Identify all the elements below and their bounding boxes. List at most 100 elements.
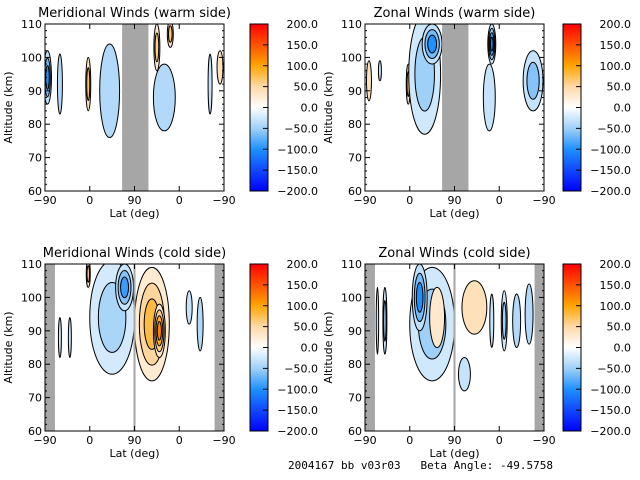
contour-region [216,50,224,85]
colorbar-tick-label: 50.0 [607,321,632,334]
colorbar-tick-label: 150.0 [600,279,632,292]
x-tick-label: 90 [128,434,142,447]
y-tick-label: 110 [341,18,362,31]
contour-region [415,282,424,313]
contour-region [120,276,130,299]
y-tick-label: 110 [341,258,362,271]
contour-region [56,53,63,115]
y-tick-label: 80 [28,118,42,131]
contour-region [377,60,382,82]
colorbar-tick-label: 200.0 [287,258,319,271]
colorbar-tick-label: −50.0 [597,122,631,135]
colorbar-tick-label: 50.0 [607,81,632,94]
x-tick-label: 90 [128,194,142,207]
no-data-band [365,264,375,431]
colorbar-tick-label: −150.0 [590,404,631,417]
colorbar-tick-label: 100.0 [600,300,632,313]
x-tick-label: −90 [353,434,376,447]
contour-region [86,265,90,283]
x-axis-label: Lat (deg) [110,207,160,220]
colorbar-tick-label: −50.0 [284,362,318,375]
contour-region [524,283,534,345]
colorbar-tick-label: 0.0 [614,342,632,355]
contour-region [156,321,162,341]
colorbar-tick-label: 50.0 [294,321,319,334]
y-tick-label: 90 [28,325,42,338]
y-tick-label: 100 [341,291,362,304]
chart-panel: 60 70 80 90 100 110 −90 0 90 0 −90 Zonal Winds (col… [322,246,631,460]
contour-region [489,36,494,52]
contour-region [501,301,507,340]
contour-region [383,299,387,342]
contour-region [512,293,522,348]
x-tick-label: −90 [33,194,56,207]
colorbar-tick-label: 100.0 [600,60,632,73]
contour-region [489,293,495,348]
y-tick-label: 90 [348,85,362,98]
y-tick-label: 80 [348,358,362,371]
footer-date-code: 2004167 [288,459,335,472]
no-data-band [534,264,544,431]
plot-area [45,264,224,431]
contour-region [375,286,380,355]
colorbar-tick-label: 50.0 [294,81,319,94]
colorbar-tick-label: −150.0 [277,164,318,177]
x-tick-label: 90 [448,194,462,207]
no-data-band [122,24,149,191]
contour-region [365,60,372,102]
colorbar-tick-label: 150.0 [600,39,632,52]
contour-region [196,296,204,352]
x-axis-label: Lat (deg) [430,207,480,220]
y-axis-label: Altitude (km) [322,311,335,383]
contour-region [526,61,540,100]
x-tick-label: −90 [532,434,555,447]
colorbar-tick-label: 0.0 [614,102,632,115]
y-axis-label: Altitude (km) [322,71,335,143]
colorbar-tick-label: 0.0 [301,342,319,355]
y-axis-label: Altitude (km) [2,71,15,143]
y-tick-label: 110 [21,258,42,271]
x-axis-label: Lat (deg) [110,447,160,460]
y-tick-label: 60 [348,425,362,438]
colorbar-tick-label: −200.0 [277,185,318,198]
contour-region [86,67,91,102]
y-tick-label: 90 [348,325,362,338]
colorbar-tick-label: −100.0 [277,143,318,156]
x-tick-label: 0 [86,434,93,447]
no-data-band [214,264,224,431]
colorbar-tick-label: −150.0 [277,404,318,417]
contour-region [461,280,488,335]
colorbar-tick-label: −100.0 [590,143,631,156]
contour-region [167,25,173,43]
colorbar-tick-label: 200.0 [287,18,319,31]
x-axis-label: Lat (deg) [430,447,480,460]
colorbar-tick-label: −200.0 [590,185,631,198]
contour-region [154,32,160,63]
x-tick-label: −90 [212,194,235,207]
footer-beta-value: -49.5758 [499,459,553,472]
colorbar-tick-label: 150.0 [287,279,319,292]
contour-region [427,34,438,54]
contour-region [67,316,72,359]
colorbar-tick-label: 200.0 [600,258,632,271]
x-tick-label: 0 [86,194,93,207]
y-tick-label: 70 [28,392,42,405]
colorbar-tick-label: −100.0 [590,383,631,396]
colorbar-tick-label: −100.0 [277,383,318,396]
plot-area [365,264,544,431]
y-tick-label: 70 [348,392,362,405]
x-tick-label: 0 [496,434,503,447]
no-data-band [442,24,469,191]
y-tick-label: 70 [348,152,362,165]
colorbar-tick-label: 150.0 [287,39,319,52]
y-tick-label: 90 [28,85,42,98]
colorbar-tick-label: 100.0 [287,60,319,73]
x-tick-label: −90 [532,194,555,207]
panel-title: Zonal Winds (warm side) [374,6,536,21]
footer-beta-label: Beta Angle: [420,459,494,472]
x-tick-label: 0 [406,194,413,207]
contour-region [482,63,496,132]
colorbar-tick-label: 100.0 [287,300,319,313]
contour-region [207,53,213,115]
plot-area [365,24,544,191]
